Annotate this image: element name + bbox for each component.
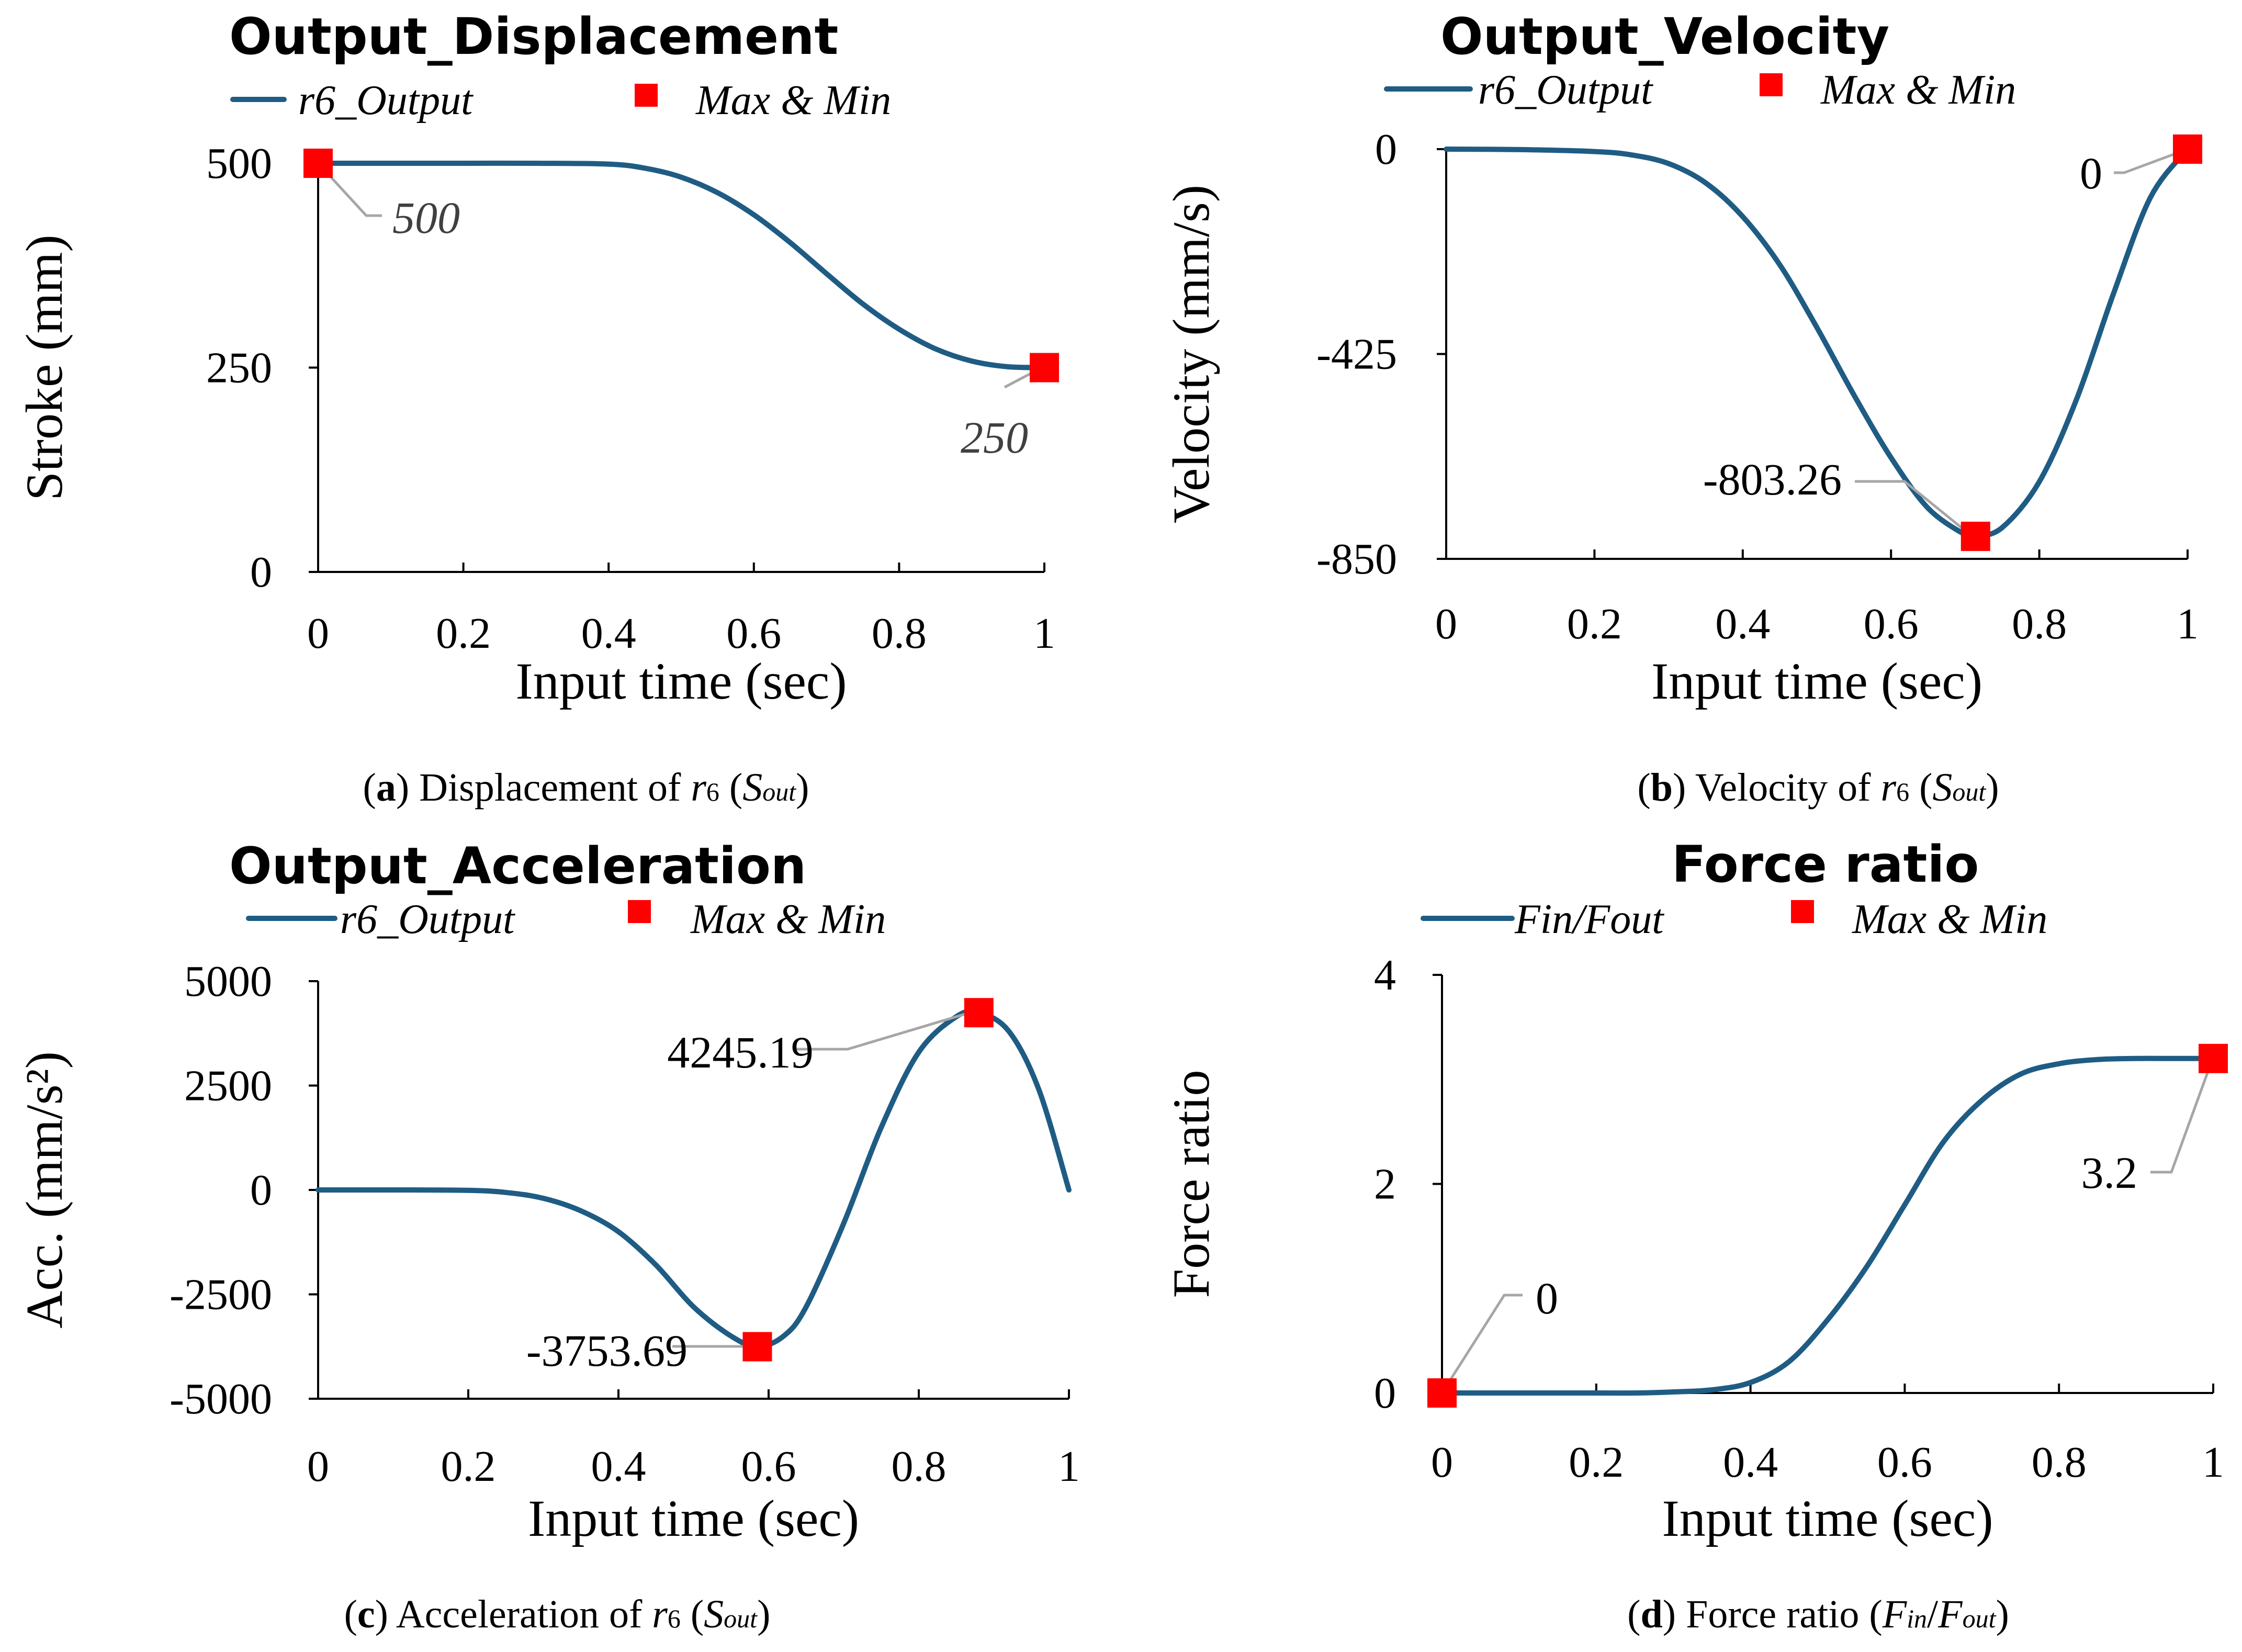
legend-entry-series: r6_Output <box>298 77 474 123</box>
x-tick-label: 0.4 <box>591 1442 646 1491</box>
y-axis-title: Acc. (mm/s²) <box>15 1051 73 1329</box>
x-tick-label: 0 <box>307 609 329 658</box>
annotation-leader-line <box>2150 1057 2215 1174</box>
series-line-r6-output <box>1444 147 2190 541</box>
x-tick-label: 0.8 <box>2012 600 2067 648</box>
legend-entry-maxmin: Max & Min <box>690 896 886 942</box>
x-tick-label: 1 <box>1033 609 1055 658</box>
x-tick-label: 0.4 <box>1723 1438 1778 1487</box>
max-min-marker <box>2199 1043 2228 1073</box>
x-tick-label: 0.6 <box>1877 1438 1932 1487</box>
y-tick-label: 0 <box>1375 125 1397 174</box>
x-tick-label: 0.2 <box>441 1442 496 1491</box>
x-tick-label: 1 <box>2177 600 2199 648</box>
legend-marker-swatch <box>1760 73 1783 96</box>
y-tick-label: 250 <box>206 344 272 392</box>
annotation-leader-line <box>795 1008 979 1051</box>
max-min-marker <box>2173 134 2202 164</box>
marker-annotation-label: 4245.19 <box>667 1027 814 1077</box>
series-line-fin-fout <box>1439 1055 2216 1396</box>
y-tick-label: -425 <box>1316 330 1397 379</box>
legend-marker-swatch <box>628 900 651 923</box>
annotation-leader-line <box>2114 148 2188 174</box>
marker-annotation-label: 250 <box>961 412 1028 463</box>
y-axis-title: Stroke (mm) <box>15 234 73 500</box>
x-tick-label: 0.8 <box>872 609 927 658</box>
x-tick-label: 0.2 <box>1569 1438 1624 1487</box>
x-tick-label: 0.4 <box>1715 600 1770 648</box>
marker-annotation-label: -803.26 <box>1703 454 1842 504</box>
legend-marker-swatch <box>635 84 658 107</box>
y-tick-label: 5000 <box>184 957 272 1006</box>
y-tick-label: 0 <box>1374 1369 1396 1418</box>
x-tick-label: 0 <box>1431 1438 1453 1487</box>
x-tick-label: 0.6 <box>741 1442 796 1491</box>
annotation-leader-line <box>1440 1294 1523 1394</box>
legend-marker-swatch <box>1791 900 1814 923</box>
y-tick-label: 500 <box>206 139 272 188</box>
y-tick-label: -5000 <box>170 1375 272 1423</box>
marker-annotation-label: -3753.69 <box>526 1325 688 1376</box>
max-min-marker <box>303 149 333 178</box>
marker-annotation-label: 3.2 <box>2081 1148 2138 1198</box>
x-tick-label: 0 <box>1435 600 1457 648</box>
max-min-marker <box>742 1332 772 1362</box>
legend-entry-series: r6_Output <box>1478 67 1653 113</box>
max-min-marker <box>1427 1378 1457 1408</box>
y-tick-label: 4 <box>1374 951 1396 999</box>
legend-entry-series: r6_Output <box>340 896 515 942</box>
chart-title: Output_Velocity <box>1440 7 1889 66</box>
x-tick-label: 0.4 <box>581 609 636 658</box>
y-tick-label: 2 <box>1374 1160 1396 1209</box>
x-axis-title: Input time (sec) <box>528 1489 859 1547</box>
series-line-r6-output <box>316 160 1047 370</box>
y-tick-label: 2500 <box>184 1062 272 1110</box>
annotation-leader-line <box>1855 480 1975 539</box>
annotation-leader-line <box>317 162 382 217</box>
x-axis-title: Input time (sec) <box>515 652 847 710</box>
panel-caption: (a) Displacement of r6 (Sout) <box>363 766 809 810</box>
panel-caption: (c) Acceleration of r6 (Sout) <box>344 1592 771 1636</box>
legend-entry-maxmin: Max & Min <box>1820 67 2016 113</box>
y-axis-title: Velocity (mm/s) <box>1162 185 1220 523</box>
y-axis-title: Force ratio <box>1162 1070 1220 1298</box>
chart-title: Output_Displacement <box>229 7 838 66</box>
y-tick-label: -850 <box>1316 535 1397 583</box>
y-tick-label: 0 <box>250 1166 272 1215</box>
x-tick-label: 0.6 <box>726 609 781 658</box>
legend-entry-series: Fin/Fout <box>1514 896 1664 942</box>
x-axis-title: Input time (sec) <box>1651 652 1982 710</box>
chart-title: Force ratio <box>1672 835 1979 894</box>
panel-caption: (d) Force ratio (Fin/Fout) <box>1627 1592 2009 1636</box>
marker-annotation-label: 500 <box>392 193 460 243</box>
max-min-marker <box>1961 521 1990 551</box>
chart-title: Output_Acceleration <box>229 837 806 895</box>
max-min-marker <box>1030 353 1059 383</box>
x-tick-label: 0.2 <box>436 609 491 658</box>
y-tick-label: 0 <box>250 548 272 597</box>
panel-caption: (b) Velocity of r6 (Sout) <box>1637 766 1999 810</box>
x-tick-label: 0 <box>307 1442 329 1491</box>
x-tick-label: 0.2 <box>1567 600 1622 648</box>
chart-a: Output_Displacement r6_Output Max & Min 0 0.… <box>15 7 1059 810</box>
max-min-marker <box>964 998 994 1028</box>
x-tick-label: 0.6 <box>1864 600 1919 648</box>
x-tick-label: 1 <box>2202 1438 2224 1487</box>
y-tick-label: -2500 <box>170 1271 272 1319</box>
x-tick-label: 0.8 <box>892 1442 947 1491</box>
legend-entry-maxmin: Max & Min <box>695 77 891 123</box>
legend-entry-maxmin: Max & Min <box>1852 896 2047 942</box>
marker-annotation-label: 0 <box>1536 1273 1558 1323</box>
x-tick-label: 0.8 <box>2032 1438 2087 1487</box>
x-tick-label: 1 <box>1058 1442 1080 1491</box>
marker-annotation-label: 0 <box>2080 148 2102 198</box>
x-axis-title: Input time (sec) <box>1662 1489 1993 1547</box>
